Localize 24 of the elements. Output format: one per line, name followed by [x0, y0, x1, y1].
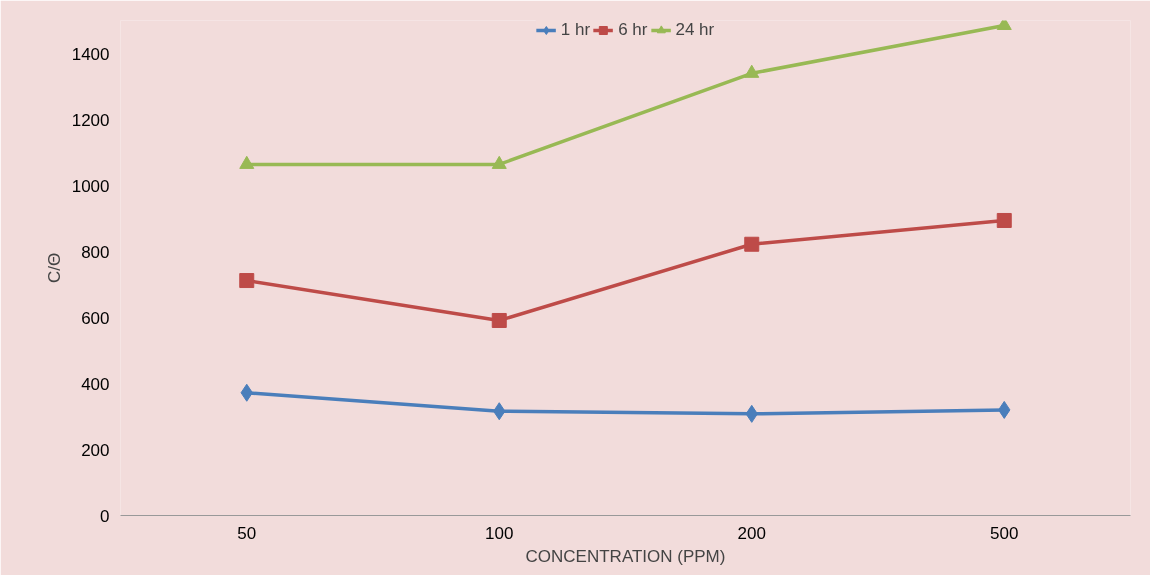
y-tick-label: 1200: [71, 110, 110, 130]
point: [491, 312, 507, 328]
y-tick-label: 0: [100, 506, 110, 526]
x-axis-title: CONCENTRATION (PPM): [525, 546, 726, 566]
point: [744, 64, 760, 78]
x-tick-label: 100: [485, 523, 514, 543]
y-axis-title: C/Θ: [44, 252, 64, 284]
legend-label: 6 hr: [618, 20, 648, 40]
y-tick-label: 1000: [71, 176, 110, 196]
y-tick-label: 1400: [71, 44, 110, 64]
point: [239, 155, 255, 169]
y-tick-label: 200: [81, 440, 110, 460]
legend-label: 24 hr: [675, 20, 715, 40]
legend-label: 1 hr: [560, 20, 591, 40]
x-tick-label: 200: [737, 523, 766, 543]
point: [996, 212, 1012, 228]
point: [491, 155, 507, 169]
y-tick-label: 400: [81, 374, 110, 394]
y-tick-label: 800: [81, 242, 110, 262]
point: [744, 236, 760, 252]
x-tick-label: 500: [990, 523, 1019, 543]
x-tick-label: 50: [237, 523, 257, 543]
point: [239, 273, 255, 289]
y-tick-label: 600: [81, 308, 110, 328]
